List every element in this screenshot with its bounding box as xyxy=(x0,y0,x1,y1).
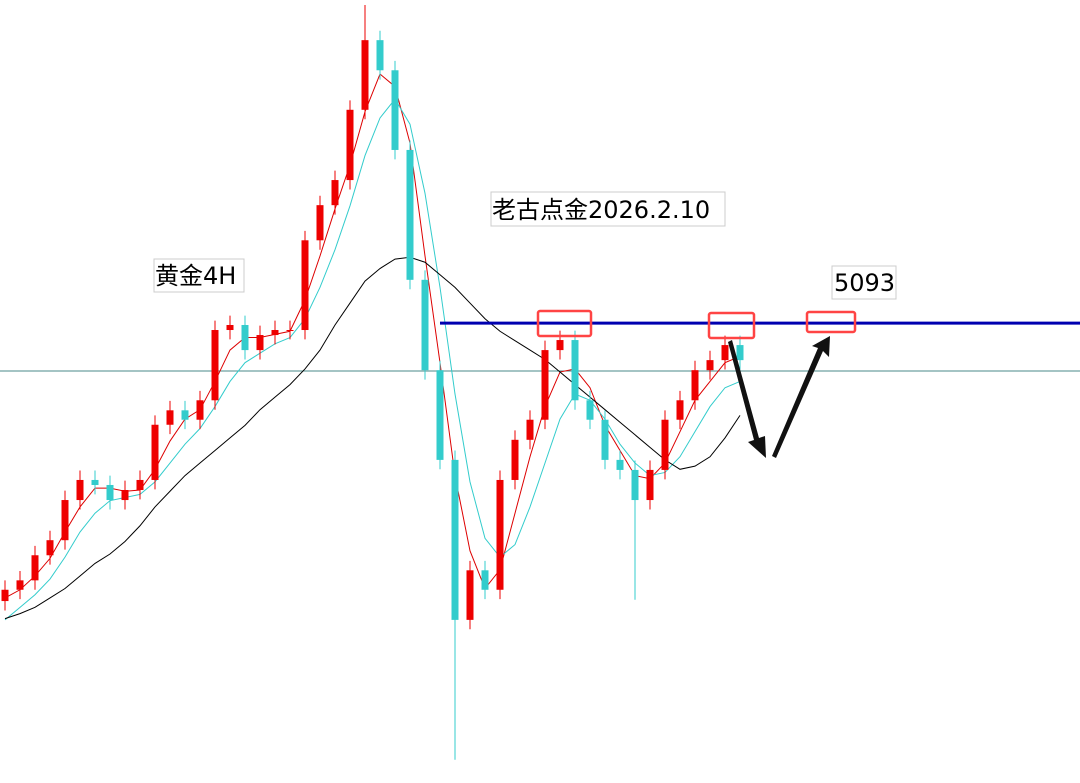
highlight-box xyxy=(805,310,857,334)
candles xyxy=(1,5,744,760)
candle-body xyxy=(46,540,54,556)
candle-body xyxy=(646,469,654,501)
candle-body xyxy=(346,109,354,181)
candle-body xyxy=(166,410,174,425)
candle-body xyxy=(211,330,219,401)
candle-body xyxy=(331,180,339,206)
candle-body xyxy=(151,424,159,480)
candle-body xyxy=(76,479,84,501)
candle-body xyxy=(571,340,579,401)
candle-body xyxy=(601,419,609,460)
candle-body xyxy=(106,484,114,501)
ma-line xyxy=(4,73,741,599)
label-box xyxy=(490,191,726,227)
candle-body xyxy=(676,400,684,420)
candle-body xyxy=(586,400,594,420)
candle-body xyxy=(616,459,624,470)
highlight-box xyxy=(707,311,756,340)
candle-body xyxy=(406,149,414,280)
candle-body xyxy=(631,469,639,501)
candle-body xyxy=(61,500,69,541)
candle-body xyxy=(421,279,429,371)
candle-body xyxy=(436,370,444,460)
chart-title: 黄金4H xyxy=(155,262,236,290)
ma-line xyxy=(4,98,741,621)
chart-subtitle: 老古点金2026.2.10 xyxy=(492,196,710,224)
candle-body xyxy=(301,240,309,331)
candle-body xyxy=(196,400,204,420)
candle-body xyxy=(526,419,534,440)
candle-body xyxy=(721,345,729,361)
arrow-up xyxy=(772,336,830,458)
candle-body xyxy=(661,419,669,470)
candle-body xyxy=(286,330,294,332)
candle-body xyxy=(691,370,699,401)
candle-body xyxy=(736,345,744,361)
label-box xyxy=(831,265,897,300)
candle-body xyxy=(361,40,369,110)
candle-body xyxy=(256,335,264,351)
candle-body xyxy=(1,589,9,602)
candle-body xyxy=(121,490,129,501)
candle-body xyxy=(31,555,39,581)
candle-body xyxy=(241,324,249,351)
candle-body xyxy=(181,410,189,420)
candle-body xyxy=(316,205,324,241)
candle-body xyxy=(481,570,489,590)
candle-body xyxy=(16,580,24,590)
candle-body xyxy=(226,324,234,331)
candle-body xyxy=(556,340,564,351)
candle-body xyxy=(271,330,279,336)
candle-body xyxy=(91,479,99,485)
label-box xyxy=(153,258,245,293)
candle-body xyxy=(136,479,144,491)
ma-lines xyxy=(4,73,741,621)
candle-body xyxy=(706,360,714,371)
candle-body xyxy=(496,479,504,590)
level-label: 5093 xyxy=(834,269,895,297)
candle-body xyxy=(466,570,474,620)
candle-body xyxy=(511,439,519,480)
highlight-box xyxy=(536,309,593,338)
arrow-down xyxy=(728,340,766,458)
candle-body xyxy=(451,459,459,620)
ma-line xyxy=(4,256,741,620)
candle-body xyxy=(376,40,384,71)
candle-body xyxy=(541,350,549,420)
candle-body xyxy=(391,70,399,150)
